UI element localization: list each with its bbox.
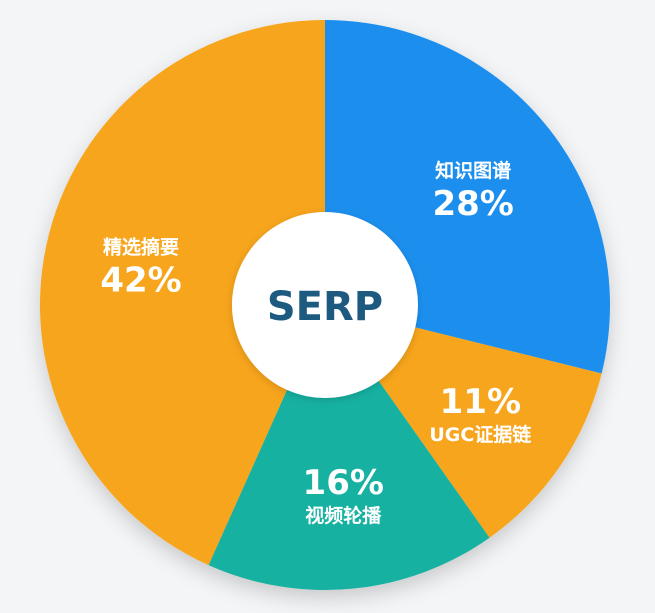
slice-value-label-0: 28% [432,184,513,224]
pie-slice-2 [208,305,490,590]
pie-slice-3 [39,20,326,566]
slice-value-label-2: 16% [303,463,384,503]
slice-label-2: 视频轮播 [305,504,382,527]
slice-label-0: 知识图谱 [435,159,511,182]
center-hole [232,212,418,398]
slice-value-label-3: 42% [100,261,181,301]
slice-value-label-1: 11% [440,382,521,422]
slice-label-3: 精选摘要 [103,236,179,259]
slice-label-1: UGC证据链 [429,423,531,446]
center-label: SERP [267,284,383,330]
